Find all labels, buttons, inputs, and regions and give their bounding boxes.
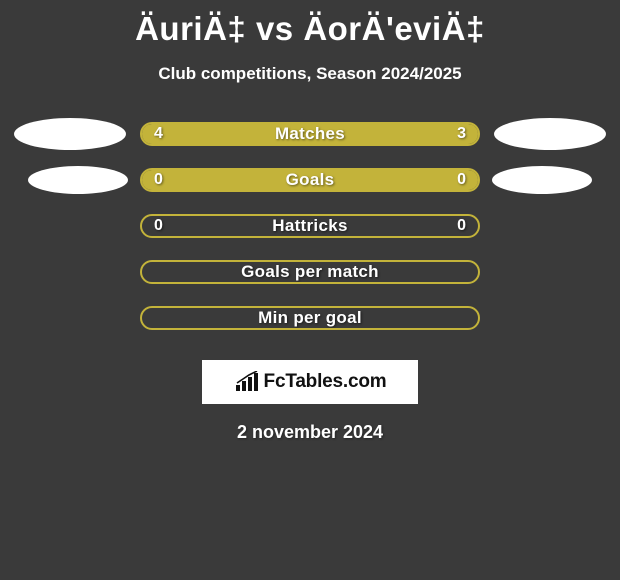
stat-bar: 0 Hattricks 0 <box>140 214 480 238</box>
player-left-oval <box>14 118 126 150</box>
page-subtitle: Club competitions, Season 2024/2025 <box>10 64 610 84</box>
source-logo[interactable]: FcTables.com <box>202 360 418 404</box>
stat-bar: Goals per match <box>140 260 480 284</box>
stat-bar: 0 Goals 0 <box>140 168 480 192</box>
stat-value-right: 0 <box>457 216 466 236</box>
comparison-card: ÄuriÄ‡ vs ÄorÄ'eviÄ‡ Club competitions, … <box>0 0 620 580</box>
stat-value-right: 0 <box>457 170 466 190</box>
stat-label: Matches <box>142 124 478 144</box>
stat-row-matches: 4 Matches 3 <box>10 122 610 146</box>
player-left-oval <box>28 166 128 194</box>
stat-label: Goals <box>142 170 478 190</box>
stat-row-goals: 0 Goals 0 <box>10 168 610 192</box>
footer-date: 2 november 2024 <box>10 422 610 443</box>
source-logo-text: FcTables.com <box>264 371 387 393</box>
stats-list: 4 Matches 3 0 Goals 0 0 Hattricks 0 <box>10 122 610 330</box>
player-right-oval <box>492 166 592 194</box>
stat-label: Hattricks <box>142 216 478 236</box>
stat-label: Min per goal <box>142 308 478 328</box>
bars-chart-icon <box>234 371 260 393</box>
stat-label: Goals per match <box>142 262 478 282</box>
stat-bar: 4 Matches 3 <box>140 122 480 146</box>
stat-bar: Min per goal <box>140 306 480 330</box>
player-right-oval <box>494 118 606 150</box>
page-title: ÄuriÄ‡ vs ÄorÄ'eviÄ‡ <box>10 10 610 48</box>
stat-value-right: 3 <box>457 124 466 144</box>
stat-row-gpm: Goals per match <box>10 260 610 284</box>
stat-row-mpg: Min per goal <box>10 306 610 330</box>
stat-row-hattricks: 0 Hattricks 0 <box>10 214 610 238</box>
